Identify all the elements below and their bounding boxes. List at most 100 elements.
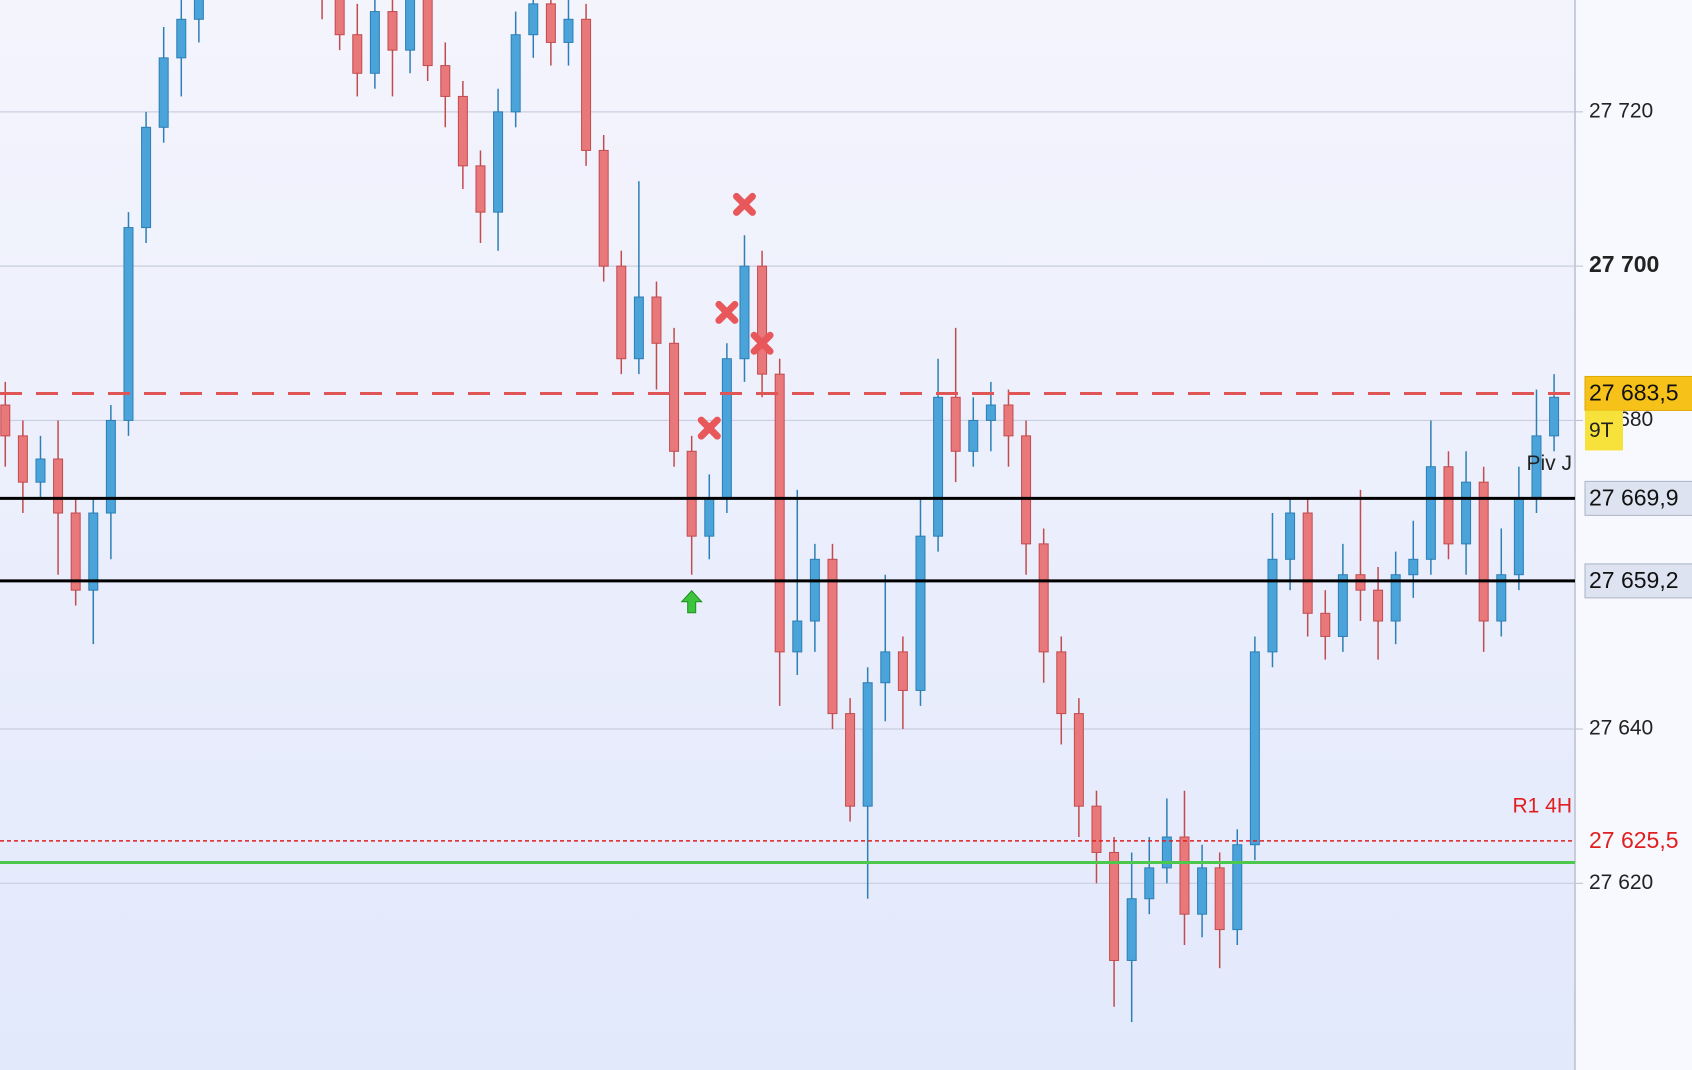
candle-body <box>1038 543 1049 653</box>
plot-background <box>0 0 1575 1070</box>
candle-body <box>1249 651 1260 846</box>
candle-body <box>369 11 380 74</box>
candle-body <box>792 620 803 653</box>
level-label-box <box>1584 563 1692 599</box>
candle-body <box>1443 466 1454 545</box>
candle-body <box>1478 481 1489 622</box>
signal-cross <box>750 331 774 355</box>
candle-body <box>1267 558 1278 653</box>
candle-body <box>1549 396 1560 437</box>
candle-body <box>704 497 715 537</box>
candle-body <box>141 126 152 229</box>
candle-body <box>1197 867 1208 915</box>
level-label: 27 669,9 <box>1589 484 1679 510</box>
candle-body <box>739 265 750 360</box>
candle-body <box>405 0 416 51</box>
level-label-box <box>1584 480 1692 516</box>
candle-body <box>123 227 134 421</box>
candle-body <box>915 535 926 691</box>
candle-body <box>0 404 11 437</box>
candle-body <box>1355 574 1366 591</box>
candle-body <box>950 396 961 452</box>
signal-cross <box>715 300 739 324</box>
candle-body <box>105 419 116 514</box>
candle-body <box>1056 651 1067 715</box>
candle-body <box>1003 404 1014 437</box>
candle-body <box>1232 844 1243 931</box>
candle-body <box>809 558 820 622</box>
candle-body <box>35 458 46 483</box>
candle-body <box>669 342 680 452</box>
candle-body <box>493 111 504 213</box>
candle-body <box>686 450 697 537</box>
level-label: 27 625,5 <box>1589 827 1679 853</box>
y-tick-label: 27 640 <box>1589 717 1653 740</box>
candle-body <box>352 34 363 74</box>
candle-body <box>440 65 451 97</box>
candle-body <box>1109 851 1120 961</box>
candle-body <box>1161 836 1172 869</box>
candle-body <box>1320 612 1331 637</box>
candle-body <box>1021 435 1032 545</box>
candle-body <box>457 95 468 167</box>
candle-body <box>1408 558 1419 576</box>
candle-body <box>933 396 944 537</box>
y-tick-label: 27 720 <box>1589 99 1653 122</box>
candle-body <box>774 373 785 653</box>
candle-body <box>545 3 556 43</box>
candle-body <box>862 682 873 807</box>
candle-body <box>616 265 627 360</box>
candle-body <box>880 651 891 684</box>
candle-body <box>598 149 609 267</box>
candle-body <box>1285 512 1296 560</box>
candle-body <box>1425 466 1436 560</box>
candle-body <box>510 34 521 113</box>
candle-body <box>1214 867 1225 931</box>
axis-background <box>1575 0 1692 1070</box>
candle-body <box>1390 574 1401 622</box>
annotation: 9T <box>1589 419 1614 442</box>
candle-body <box>1302 512 1313 614</box>
candle-body <box>422 0 433 67</box>
candle-body <box>827 558 838 715</box>
candle-body <box>528 3 539 36</box>
grid <box>0 111 1583 884</box>
candle-body <box>581 18 592 151</box>
candle-body <box>70 512 81 591</box>
annotation-box <box>1585 410 1623 451</box>
annotation: R1 4H <box>1512 794 1572 817</box>
candle-body <box>387 11 398 51</box>
candle-body <box>1073 713 1084 807</box>
candle-body <box>1496 574 1507 622</box>
candle-body <box>1461 481 1472 545</box>
y-tick-label: 27 620 <box>1589 871 1653 894</box>
candle-body <box>897 651 908 691</box>
signal-cross <box>697 416 721 440</box>
candle-body <box>968 419 979 452</box>
candle-body <box>1179 836 1190 915</box>
candle-body <box>757 265 768 375</box>
candle-body <box>1513 497 1524 576</box>
candle-body <box>1337 574 1348 637</box>
candle-body <box>651 296 662 344</box>
y-tick-label: 27 700 <box>1589 251 1659 277</box>
candle-body <box>1091 805 1102 853</box>
candle-body <box>721 358 732 499</box>
candle-body <box>1144 867 1155 900</box>
candle-body <box>158 57 169 128</box>
signal-cross <box>732 192 756 216</box>
candle-body <box>633 296 644 360</box>
level-label: 27 659,2 <box>1589 567 1679 593</box>
candle-body <box>53 458 64 514</box>
candle-body <box>334 0 345 36</box>
signal-arrow <box>680 589 703 614</box>
level-label: 27 683,5 <box>1589 380 1679 406</box>
level-label-box <box>1584 375 1692 411</box>
candle-body <box>88 512 99 591</box>
candle-body <box>985 404 996 421</box>
candle-body <box>1126 898 1137 961</box>
annotation: Piv J <box>1526 452 1572 475</box>
candle-body <box>176 18 187 59</box>
